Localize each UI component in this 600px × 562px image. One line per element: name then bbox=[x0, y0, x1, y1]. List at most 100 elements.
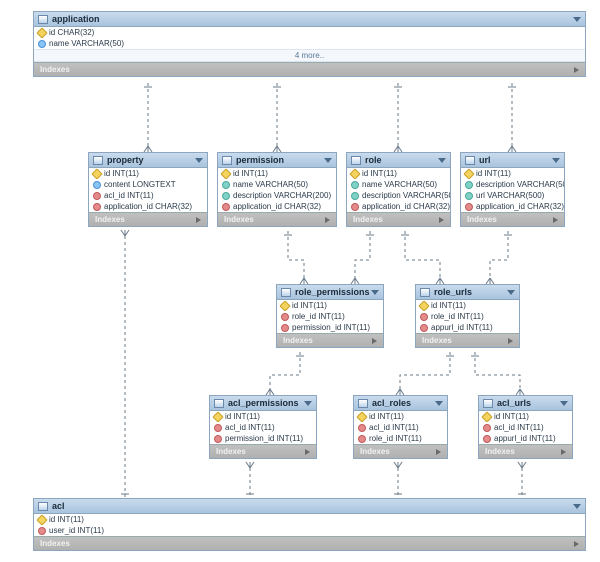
key-icon bbox=[36, 27, 47, 38]
column-row: application_id CHAR(32) bbox=[347, 201, 450, 212]
column-row: id INT(11) bbox=[416, 300, 519, 311]
teal-dot-icon bbox=[351, 192, 359, 200]
teal-dot-icon bbox=[465, 181, 473, 189]
column-def: application_id CHAR(32) bbox=[362, 202, 450, 211]
column-row: id CHAR(32) bbox=[34, 27, 585, 38]
entity-header[interactable]: role_permissions bbox=[277, 285, 383, 300]
entity-title: role bbox=[365, 155, 382, 165]
entity-header[interactable]: permission bbox=[218, 153, 336, 168]
indexes-label: Indexes bbox=[467, 215, 497, 224]
more-indicator[interactable]: 4 more.. bbox=[34, 49, 585, 62]
column-def: id INT(11) bbox=[369, 412, 404, 421]
column-row: permission_id INT(11) bbox=[277, 322, 383, 333]
red-dot-icon bbox=[38, 527, 46, 535]
column-row: id INT(11) bbox=[354, 411, 447, 422]
indexes-label: Indexes bbox=[40, 539, 70, 548]
entity-role_urls[interactable]: role_urlsid INT(11)role_id INT(11)appurl… bbox=[415, 284, 520, 348]
chevron-right-icon bbox=[561, 449, 566, 455]
table-icon bbox=[358, 399, 368, 408]
entity-role_permissions[interactable]: role_permissionsid INT(11)role_id INT(11… bbox=[276, 284, 384, 348]
key-icon bbox=[212, 411, 223, 422]
column-def: id INT(11) bbox=[292, 301, 327, 310]
column-def: id INT(11) bbox=[233, 169, 268, 178]
entity-url[interactable]: urlid INT(11)description VARCHAR(50)url … bbox=[460, 152, 565, 227]
indexes-bar[interactable]: Indexes bbox=[89, 212, 207, 226]
column-def: application_id CHAR(32) bbox=[233, 202, 321, 211]
collapse-icon[interactable] bbox=[195, 158, 203, 163]
collapse-icon[interactable] bbox=[573, 17, 581, 22]
red-dot-icon bbox=[214, 435, 222, 443]
indexes-bar[interactable]: Indexes bbox=[347, 212, 450, 226]
entity-header[interactable]: acl_permissions bbox=[210, 396, 316, 411]
indexes-bar[interactable]: Indexes bbox=[461, 212, 564, 226]
key-icon bbox=[279, 300, 290, 311]
column-row: name VARCHAR(50) bbox=[218, 179, 336, 190]
red-dot-icon bbox=[93, 203, 101, 211]
indexes-bar[interactable]: Indexes bbox=[354, 444, 447, 458]
indexes-label: Indexes bbox=[485, 447, 515, 456]
key-icon bbox=[349, 168, 360, 179]
column-row: role_id INT(11) bbox=[416, 311, 519, 322]
entity-header[interactable]: property bbox=[89, 153, 207, 168]
entity-title: acl_urls bbox=[497, 398, 531, 408]
entity-title: permission bbox=[236, 155, 284, 165]
entity-permission[interactable]: permissionid INT(11)name VARCHAR(50)desc… bbox=[217, 152, 337, 227]
column-row: id INT(11) bbox=[479, 411, 572, 422]
indexes-bar[interactable]: Indexes bbox=[34, 536, 585, 550]
collapse-icon[interactable] bbox=[324, 158, 332, 163]
column-def: permission_id INT(11) bbox=[292, 323, 370, 332]
collapse-icon[interactable] bbox=[371, 290, 379, 295]
entity-acl_urls[interactable]: acl_urlsid INT(11)acl_id INT(11)appurl_i… bbox=[478, 395, 573, 459]
indexes-bar[interactable]: Indexes bbox=[218, 212, 336, 226]
collapse-icon[interactable] bbox=[435, 401, 443, 406]
red-dot-icon bbox=[358, 424, 366, 432]
collapse-icon[interactable] bbox=[304, 401, 312, 406]
column-def: description VARCHAR(50) bbox=[476, 180, 564, 189]
column-def: id INT(11) bbox=[494, 412, 529, 421]
entity-header[interactable]: acl_roles bbox=[354, 396, 447, 411]
indexes-bar[interactable]: Indexes bbox=[210, 444, 316, 458]
chevron-right-icon bbox=[436, 449, 441, 455]
column-def: id CHAR(32) bbox=[49, 28, 94, 37]
column-def: id INT(11) bbox=[225, 412, 260, 421]
indexes-bar[interactable]: Indexes bbox=[479, 444, 572, 458]
chevron-right-icon bbox=[508, 338, 513, 344]
entity-acl_roles[interactable]: acl_rolesid INT(11)acl_id INT(11)role_id… bbox=[353, 395, 448, 459]
entity-role[interactable]: roleid INT(11)name VARCHAR(50)descriptio… bbox=[346, 152, 451, 227]
entity-property[interactable]: propertyid INT(11)content LONGTEXTacl_id… bbox=[88, 152, 208, 227]
entity-acl_permissions[interactable]: acl_permissionsid INT(11)acl_id INT(11)p… bbox=[209, 395, 317, 459]
red-dot-icon bbox=[465, 203, 473, 211]
indexes-label: Indexes bbox=[95, 215, 125, 224]
entity-header[interactable]: url bbox=[461, 153, 564, 168]
column-def: acl_id INT(11) bbox=[369, 423, 419, 432]
teal-dot-icon bbox=[465, 192, 473, 200]
entity-application[interactable]: applicationid CHAR(32)name VARCHAR(50)4 … bbox=[33, 11, 586, 77]
indexes-label: Indexes bbox=[360, 447, 390, 456]
table-icon bbox=[38, 15, 48, 24]
red-dot-icon bbox=[93, 192, 101, 200]
indexes-label: Indexes bbox=[353, 215, 383, 224]
column-row: name VARCHAR(50) bbox=[347, 179, 450, 190]
entity-header[interactable]: acl_urls bbox=[479, 396, 572, 411]
column-row: acl_id INT(11) bbox=[210, 422, 316, 433]
indexes-bar[interactable]: Indexes bbox=[416, 333, 519, 347]
collapse-icon[interactable] bbox=[438, 158, 446, 163]
entity-header[interactable]: role_urls bbox=[416, 285, 519, 300]
collapse-icon[interactable] bbox=[573, 504, 581, 509]
indexes-bar[interactable]: Indexes bbox=[34, 62, 585, 76]
column-row: application_id CHAR(32) bbox=[218, 201, 336, 212]
collapse-icon[interactable] bbox=[560, 401, 568, 406]
column-def: id INT(11) bbox=[431, 301, 466, 310]
entity-title: role_permissions bbox=[295, 287, 370, 297]
collapse-icon[interactable] bbox=[507, 290, 515, 295]
collapse-icon[interactable] bbox=[552, 158, 560, 163]
column-row: application_id CHAR(32) bbox=[89, 201, 207, 212]
column-def: id INT(11) bbox=[104, 169, 139, 178]
column-def: application_id CHAR(32) bbox=[476, 202, 564, 211]
indexes-bar[interactable]: Indexes bbox=[277, 333, 383, 347]
entity-header[interactable]: application bbox=[34, 12, 585, 27]
table-icon bbox=[420, 288, 430, 297]
entity-header[interactable]: acl bbox=[34, 499, 585, 514]
entity-header[interactable]: role bbox=[347, 153, 450, 168]
entity-acl[interactable]: aclid INT(11)user_id INT(11)Indexes bbox=[33, 498, 586, 551]
